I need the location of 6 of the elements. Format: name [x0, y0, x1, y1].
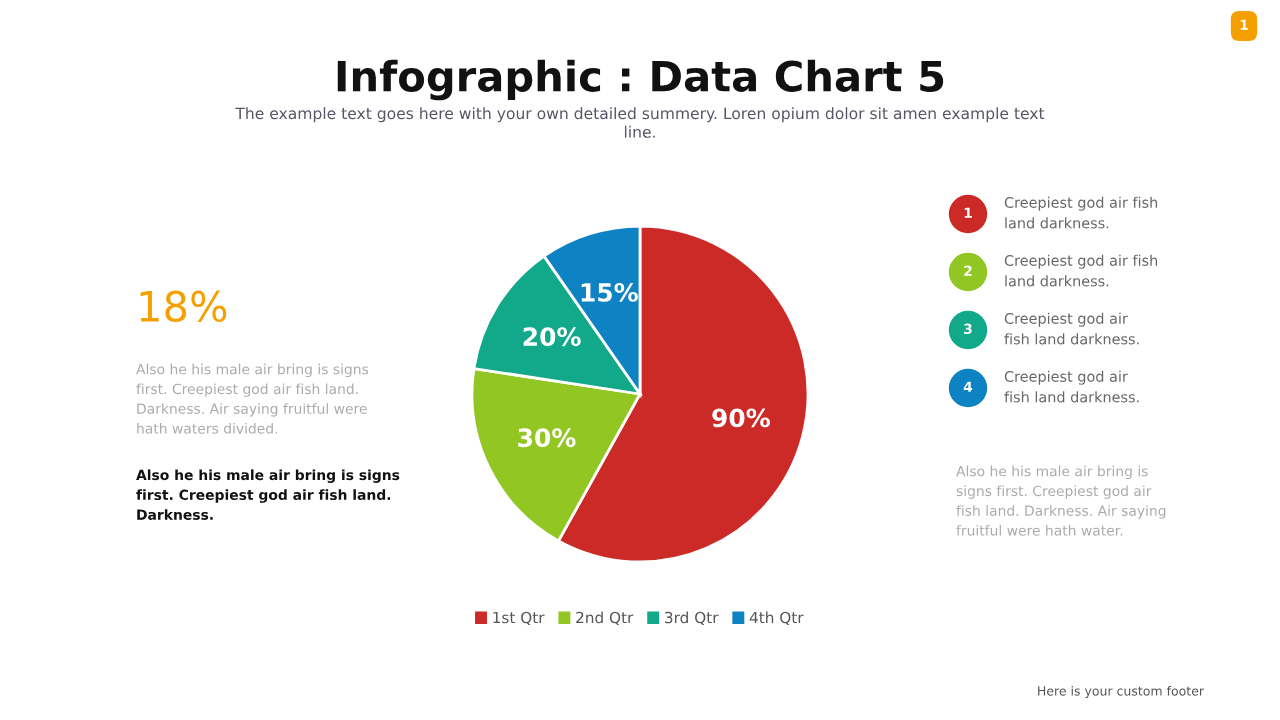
data-label: 90%: [712, 408, 770, 428]
data-label: 30%: [518, 428, 576, 448]
chart-title: Infographic : Data Chart 5: [337, 59, 944, 101]
text: 18%: [140, 290, 227, 323]
data-label: 20%: [523, 327, 581, 347]
data-label: 15%: [581, 282, 638, 302]
